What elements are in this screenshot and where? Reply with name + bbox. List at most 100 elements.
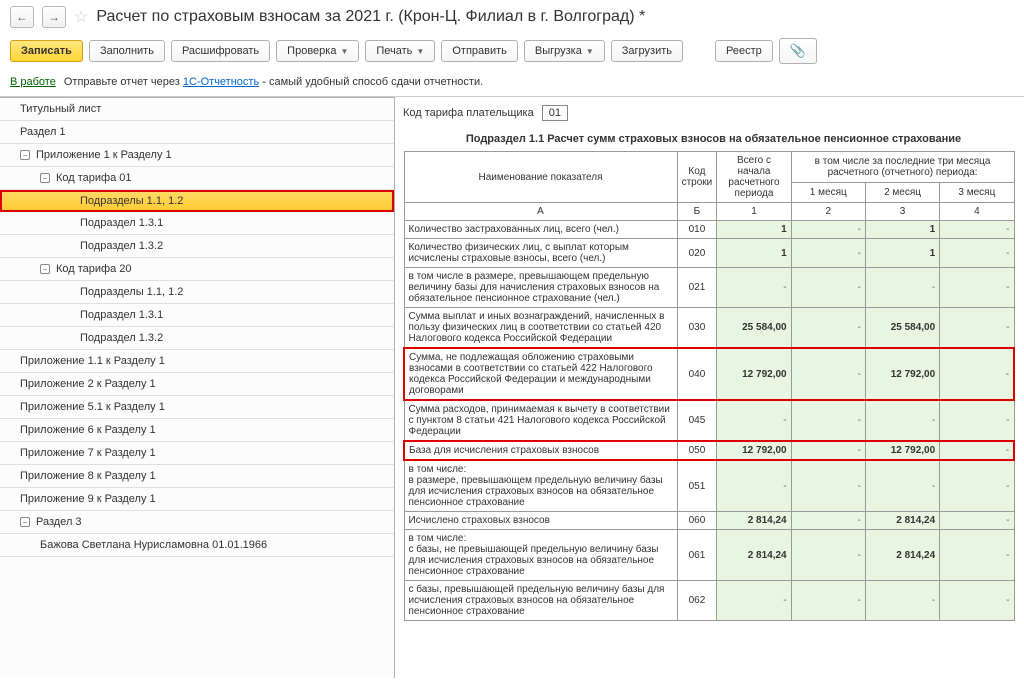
favorite-icon[interactable]: ☆ (74, 7, 88, 27)
table-cell[interactable]: 12 792,00 (717, 441, 791, 460)
tree-sub-11-12-b[interactable]: Подразделы 1.1, 1.2 (0, 281, 394, 304)
row-name: с базы, превышающей предельную величину … (404, 581, 677, 621)
table-cell[interactable]: - (791, 400, 865, 441)
table-cell[interactable]: - (717, 581, 791, 621)
col-1: 1 (717, 203, 791, 221)
tree-app-11[interactable]: Приложение 1.1 к Разделу 1 (0, 350, 394, 373)
check-button[interactable]: Проверка▼ (276, 40, 359, 62)
tariff-label: Код тарифа плательщика (403, 107, 534, 119)
table-row: в том числе в размере, превышающем преде… (404, 268, 1014, 308)
app-window: ← → ☆ Расчет по страховым взносам за 202… (0, 0, 1024, 681)
row-code: 060 (677, 512, 717, 530)
table-cell[interactable]: 1 (717, 239, 791, 268)
table-cell[interactable]: - (865, 268, 939, 308)
table-cell[interactable]: 2 814,24 (865, 512, 939, 530)
table-cell[interactable]: - (791, 530, 865, 581)
table-cell[interactable]: - (940, 530, 1014, 581)
decode-button[interactable]: Расшифровать (171, 40, 270, 62)
col-last3: в том числе за последние три месяца расч… (791, 152, 1014, 183)
tree-sub-132-b[interactable]: Подраздел 1.3.2 (0, 327, 394, 350)
send-button[interactable]: Отправить (441, 40, 518, 62)
row-code: 050 (677, 441, 717, 460)
attach-button[interactable]: 📎 (779, 38, 817, 64)
tree-app-1[interactable]: −Приложение 1 к Разделу 1 (0, 144, 394, 167)
tree-person[interactable]: Бажова Светлана Нурисламовна 01.01.1966 (0, 534, 394, 557)
table-row: Сумма выплат и иных вознаграждений, начи… (404, 308, 1014, 349)
tree-app-2[interactable]: Приложение 2 к Разделу 1 (0, 373, 394, 396)
collapse-icon[interactable]: − (20, 150, 30, 160)
table-cell[interactable]: 12 792,00 (717, 348, 791, 400)
table-row: Исчислено страховых взносов0602 814,24-2… (404, 512, 1014, 530)
row-code: 010 (677, 221, 717, 239)
tree-app-6[interactable]: Приложение 6 к Разделу 1 (0, 419, 394, 442)
table-row: в том числе: в размере, превышающем пред… (404, 460, 1014, 512)
tree-tariff-20[interactable]: −Код тарифа 20 (0, 258, 394, 281)
tree-sub-131-b[interactable]: Подраздел 1.3.1 (0, 304, 394, 327)
table-cell[interactable]: - (865, 581, 939, 621)
table-cell[interactable]: 12 792,00 (865, 348, 939, 400)
load-button[interactable]: Загрузить (611, 40, 683, 62)
table-cell[interactable]: - (940, 512, 1014, 530)
row-name: в том числе в размере, превышающем преде… (404, 268, 677, 308)
table-cell[interactable]: - (791, 512, 865, 530)
fill-button[interactable]: Заполнить (89, 40, 165, 62)
tree-section-1[interactable]: Раздел 1 (0, 121, 394, 144)
table-cell[interactable]: - (865, 460, 939, 512)
tree-section-3[interactable]: −Раздел 3 (0, 511, 394, 534)
table-cell[interactable]: 1 (717, 221, 791, 239)
table-cell[interactable]: - (791, 441, 865, 460)
forward-button[interactable]: → (42, 6, 66, 28)
table-cell[interactable]: - (940, 441, 1014, 460)
table-cell[interactable]: 12 792,00 (865, 441, 939, 460)
table-cell[interactable]: 1 (865, 221, 939, 239)
table-cell[interactable]: - (940, 348, 1014, 400)
tree-tariff-01[interactable]: −Код тарифа 01 (0, 167, 394, 190)
table-cell[interactable]: - (865, 400, 939, 441)
tree-sub-131[interactable]: Подраздел 1.3.1 (0, 212, 394, 235)
print-button[interactable]: Печать▼ (365, 40, 435, 62)
table-cell[interactable]: 25 584,00 (865, 308, 939, 349)
table-cell[interactable]: - (940, 581, 1014, 621)
col-m1: 1 месяц (791, 183, 865, 203)
back-button[interactable]: ← (10, 6, 34, 28)
table-cell[interactable]: 2 814,24 (865, 530, 939, 581)
table-cell[interactable]: 25 584,00 (717, 308, 791, 349)
upload-button[interactable]: Выгрузка▼ (524, 40, 605, 62)
table-cell[interactable]: 2 814,24 (717, 512, 791, 530)
collapse-icon[interactable]: − (40, 173, 50, 183)
tree-app-8[interactable]: Приложение 8 к Разделу 1 (0, 465, 394, 488)
table-cell[interactable]: - (940, 400, 1014, 441)
table-cell[interactable]: - (791, 308, 865, 349)
table-cell[interactable]: - (940, 308, 1014, 349)
table-cell[interactable]: - (717, 268, 791, 308)
tariff-code[interactable]: 01 (542, 105, 568, 121)
registry-button[interactable]: Реестр (715, 40, 773, 62)
collapse-icon[interactable]: − (20, 517, 30, 527)
table-cell[interactable]: 1 (865, 239, 939, 268)
reporting-link[interactable]: 1С-Отчетность (183, 76, 259, 88)
row-name: в том числе: с базы, не превышающей пред… (404, 530, 677, 581)
collapse-icon[interactable]: − (40, 264, 50, 274)
table-cell[interactable]: - (940, 268, 1014, 308)
table-cell[interactable]: - (791, 268, 865, 308)
tree-sub-11-12[interactable]: Подразделы 1.1, 1.2 (0, 190, 394, 212)
section-title: Подраздел 1.1 Расчет сумм страховых взно… (403, 129, 1024, 151)
table-cell[interactable]: - (791, 221, 865, 239)
tree-app-9[interactable]: Приложение 9 к Разделу 1 (0, 488, 394, 511)
table-cell[interactable]: - (940, 239, 1014, 268)
table-cell[interactable]: 2 814,24 (717, 530, 791, 581)
tree-app-7[interactable]: Приложение 7 к Разделу 1 (0, 442, 394, 465)
table-cell[interactable]: - (791, 460, 865, 512)
tree-title-page[interactable]: Титульный лист (0, 98, 394, 121)
table-cell[interactable]: - (940, 460, 1014, 512)
table-cell[interactable]: - (791, 239, 865, 268)
tree-sub-132[interactable]: Подраздел 1.3.2 (0, 235, 394, 258)
table-cell[interactable]: - (717, 460, 791, 512)
tree-app-51[interactable]: Приложение 5.1 к Разделу 1 (0, 396, 394, 419)
status-link[interactable]: В работе (10, 76, 56, 88)
table-cell[interactable]: - (940, 221, 1014, 239)
table-cell[interactable]: - (791, 348, 865, 400)
table-cell[interactable]: - (791, 581, 865, 621)
table-cell[interactable]: - (717, 400, 791, 441)
save-button[interactable]: Записать (10, 40, 83, 62)
